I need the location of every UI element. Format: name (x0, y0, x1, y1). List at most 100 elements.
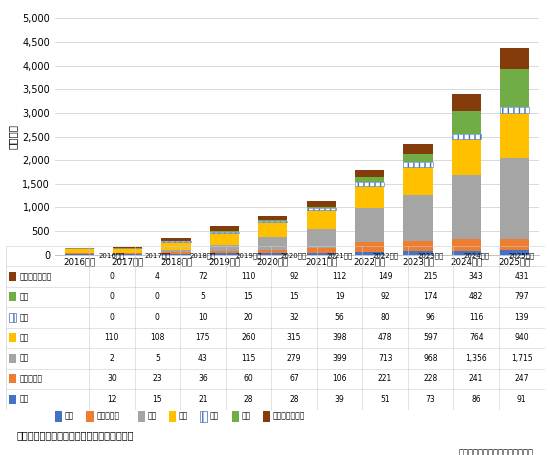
Text: 15: 15 (152, 395, 162, 404)
Text: 15: 15 (244, 293, 253, 301)
Bar (355, 208, 384, 242)
Text: 物流: 物流 (241, 412, 251, 421)
Bar (9, 374, 16, 384)
Y-axis label: （億円）: （億円） (8, 124, 18, 149)
Text: 108: 108 (150, 334, 164, 342)
Text: 36: 36 (198, 374, 208, 383)
Text: 73: 73 (426, 395, 436, 404)
Bar (307, 210, 336, 229)
Text: 92: 92 (289, 272, 299, 281)
Text: 260: 260 (241, 334, 256, 342)
Bar (500, 251, 529, 255)
Bar (307, 229, 336, 248)
Bar (9, 394, 16, 404)
Bar (404, 154, 432, 162)
Bar (258, 253, 287, 255)
Text: 2019年度: 2019年度 (235, 253, 262, 259)
Bar (9, 354, 16, 363)
Bar (452, 111, 481, 133)
Bar (404, 241, 432, 251)
Bar (500, 239, 529, 251)
Bar (210, 245, 239, 251)
Text: 出所：インプレス総合研究所作成: 出所：インプレス総合研究所作成 (459, 448, 534, 455)
Text: 20: 20 (244, 313, 253, 322)
Text: 空撮: 空撮 (19, 395, 29, 404)
Text: 0: 0 (155, 313, 160, 322)
Text: 農業: 農業 (19, 334, 29, 342)
Bar (162, 241, 190, 242)
Bar (162, 238, 190, 241)
Text: 32: 32 (289, 313, 299, 322)
Bar (210, 233, 239, 245)
Bar (9, 313, 16, 322)
Text: 399: 399 (332, 354, 347, 363)
Bar (200, 411, 207, 422)
Text: 315: 315 (287, 334, 301, 342)
Text: 597: 597 (424, 334, 438, 342)
Bar (162, 250, 190, 252)
Text: 86: 86 (471, 395, 481, 404)
Text: 228: 228 (424, 374, 438, 383)
Text: 0: 0 (109, 272, 114, 281)
Bar (162, 254, 190, 255)
Bar (210, 232, 239, 233)
Bar (452, 133, 481, 139)
Bar (452, 95, 481, 111)
Bar (86, 411, 94, 422)
Bar (307, 248, 336, 253)
Text: 398: 398 (332, 334, 347, 342)
Bar (355, 170, 384, 177)
Text: 0: 0 (155, 293, 160, 301)
Text: 482: 482 (469, 293, 483, 301)
Text: 431: 431 (514, 272, 529, 281)
Text: 72: 72 (198, 272, 208, 281)
Bar (65, 254, 94, 255)
Text: 968: 968 (424, 354, 438, 363)
Bar (500, 157, 529, 239)
Text: 116: 116 (469, 313, 483, 322)
Bar (258, 237, 287, 250)
Bar (307, 202, 336, 207)
Text: 279: 279 (287, 354, 301, 363)
Bar (113, 248, 142, 253)
Bar (263, 411, 270, 422)
Text: 2022年度: 2022年度 (372, 253, 398, 259)
Text: 56: 56 (334, 313, 344, 322)
Text: 797: 797 (514, 293, 529, 301)
Text: 防犯: 防犯 (210, 412, 219, 421)
Bar (307, 207, 336, 210)
Text: 343: 343 (469, 272, 483, 281)
Text: 2021年度: 2021年度 (326, 253, 353, 259)
Text: 30: 30 (107, 374, 117, 383)
Text: 28: 28 (289, 395, 299, 404)
Text: 0: 0 (109, 313, 114, 322)
Text: 713: 713 (378, 354, 392, 363)
Text: 215: 215 (424, 272, 438, 281)
Bar (162, 242, 190, 250)
Text: 23: 23 (152, 374, 162, 383)
Bar (162, 252, 190, 254)
Bar (452, 239, 481, 251)
Bar (210, 251, 239, 253)
Bar (210, 226, 239, 231)
Text: 764: 764 (469, 334, 483, 342)
Text: 10: 10 (198, 313, 208, 322)
Text: 221: 221 (378, 374, 392, 383)
Text: 2017年度: 2017年度 (144, 253, 170, 259)
Bar (65, 253, 94, 254)
Bar (452, 175, 481, 239)
Bar (355, 177, 384, 182)
Text: 19: 19 (335, 293, 344, 301)
Text: その他サービス: その他サービス (19, 272, 52, 281)
Bar (138, 411, 145, 422)
Text: 247: 247 (514, 374, 529, 383)
Text: 防犯: 防犯 (19, 313, 29, 322)
Text: 2: 2 (109, 354, 114, 363)
Bar (404, 162, 432, 167)
Bar (355, 253, 384, 255)
Text: 2016年度: 2016年度 (98, 253, 125, 259)
Text: 51: 51 (380, 395, 390, 404)
Bar (210, 231, 239, 232)
Bar (9, 272, 16, 281)
Text: 110: 110 (241, 272, 256, 281)
